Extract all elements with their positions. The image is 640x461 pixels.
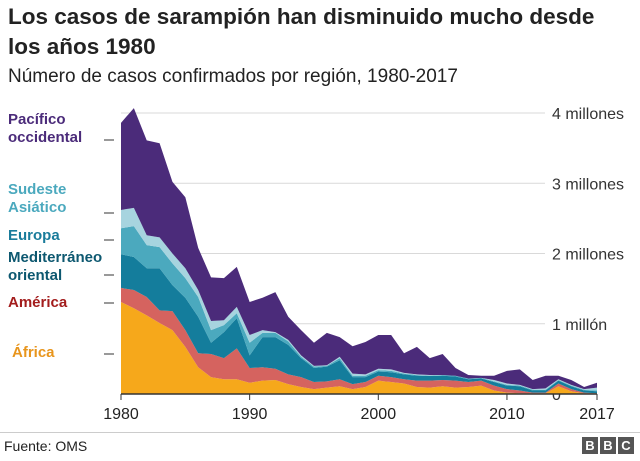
- legend-label: Mediterráneo oriental: [8, 249, 102, 284]
- logo-letter: B: [600, 437, 616, 454]
- x-tick-label: 2010: [489, 406, 525, 423]
- x-tick-label: 2017: [579, 406, 615, 423]
- chart-title: Los casos de sarampión han disminuido mu…: [8, 4, 595, 59]
- legend-label: África: [12, 344, 55, 361]
- logo-letter: C: [618, 437, 634, 454]
- legend-label: Pacífico occidental: [8, 111, 82, 146]
- y-tick-label: 0: [552, 387, 561, 404]
- x-tick-label: 1990: [232, 406, 268, 423]
- bbc-logo: B B C: [582, 437, 634, 454]
- y-tick-label: 2 millones: [552, 247, 624, 264]
- x-tick-label: 2000: [361, 406, 397, 423]
- y-tick-label: 3 millones: [552, 176, 624, 193]
- x-tick-label: 1980: [103, 406, 139, 423]
- footer-divider: [0, 432, 640, 433]
- area-américa: [121, 287, 597, 394]
- logo-letter: B: [582, 437, 598, 454]
- legend-label: Sudeste Asiático: [8, 181, 66, 216]
- legend-label: América: [8, 294, 68, 311]
- chart-subtitle: Número de casos confirmados por región, …: [8, 66, 458, 87]
- source-note: Fuente: OMS: [4, 438, 88, 454]
- area-áfrica: [121, 301, 597, 394]
- y-tick-label: 4 millones: [552, 106, 624, 123]
- y-tick-label: 1 millón: [552, 317, 607, 334]
- legend-label: Europa: [8, 227, 60, 244]
